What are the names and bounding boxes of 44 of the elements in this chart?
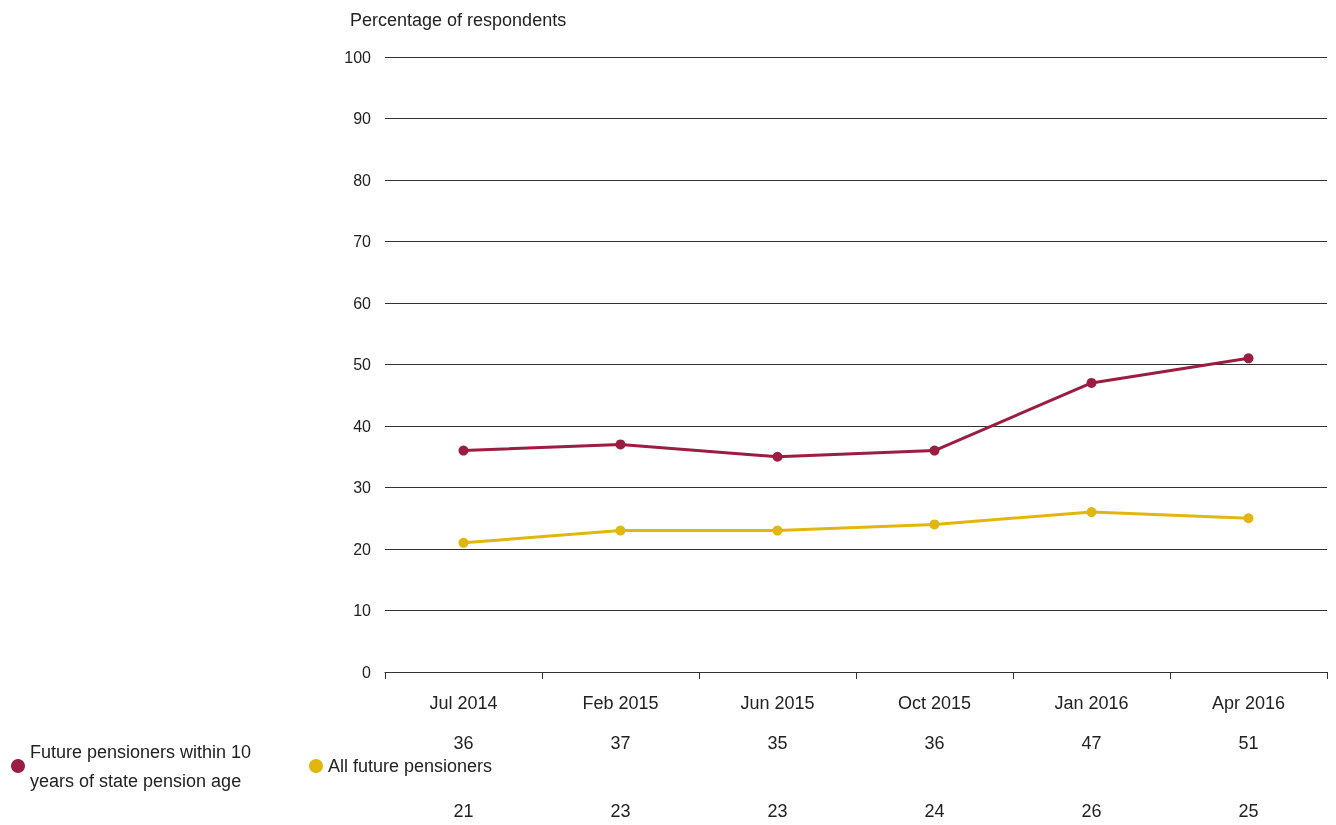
y-tick-label: 50 <box>353 356 372 373</box>
point <box>1086 507 1097 518</box>
point <box>1243 513 1254 524</box>
y-tick-label: 80 <box>353 171 372 189</box>
y-tick-label: 90 <box>353 110 372 127</box>
point <box>1243 353 1254 364</box>
y-tick-label: 40 <box>353 417 372 435</box>
legend-label: All future pensioners <box>328 756 493 776</box>
x-tick-label: Feb 2015 <box>582 693 659 713</box>
point <box>458 537 469 548</box>
point <box>615 439 626 450</box>
y-tick-label: 10 <box>353 602 372 619</box>
point <box>772 451 783 462</box>
data-label: 35 <box>767 733 788 753</box>
x-tick-label: Jan 2016 <box>1054 693 1129 713</box>
x-tick-label: Apr 2016 <box>1211 693 1286 713</box>
data-label: 47 <box>1081 733 1102 753</box>
data-label: 37 <box>610 733 631 753</box>
point <box>458 445 469 456</box>
x-tick-label: Jul 2014 <box>429 693 498 713</box>
data-label: 51 <box>1238 733 1259 753</box>
y-tick-label: 30 <box>353 479 372 496</box>
point <box>929 445 940 456</box>
point <box>929 519 940 530</box>
y-tick-label: 70 <box>353 233 372 250</box>
x-tick-label: Jun 2015 <box>740 693 815 713</box>
data-label: 21 <box>453 801 474 821</box>
data-label: 36 <box>453 733 474 753</box>
y-tick-label: 60 <box>353 294 372 312</box>
legend-label: Future pensioners within 10 years of state pension age <box>30 741 257 791</box>
y-tick-label: 20 <box>353 540 372 558</box>
y-tick-label: 100 <box>344 48 372 66</box>
data-label: 36 <box>924 733 945 753</box>
point <box>772 525 783 536</box>
data-label: 23 <box>610 801 631 821</box>
data-label: 24 <box>924 801 945 821</box>
point <box>1086 377 1097 388</box>
y-tick-label: 0 <box>362 663 372 681</box>
point <box>615 525 626 536</box>
y-axis-title: Percentage of respondents <box>350 10 567 30</box>
data-label: 26 <box>1081 801 1102 821</box>
data-label: 25 <box>1238 801 1259 821</box>
data-label: 23 <box>767 801 788 821</box>
x-tick-label: Oct 2015 <box>897 693 972 713</box>
